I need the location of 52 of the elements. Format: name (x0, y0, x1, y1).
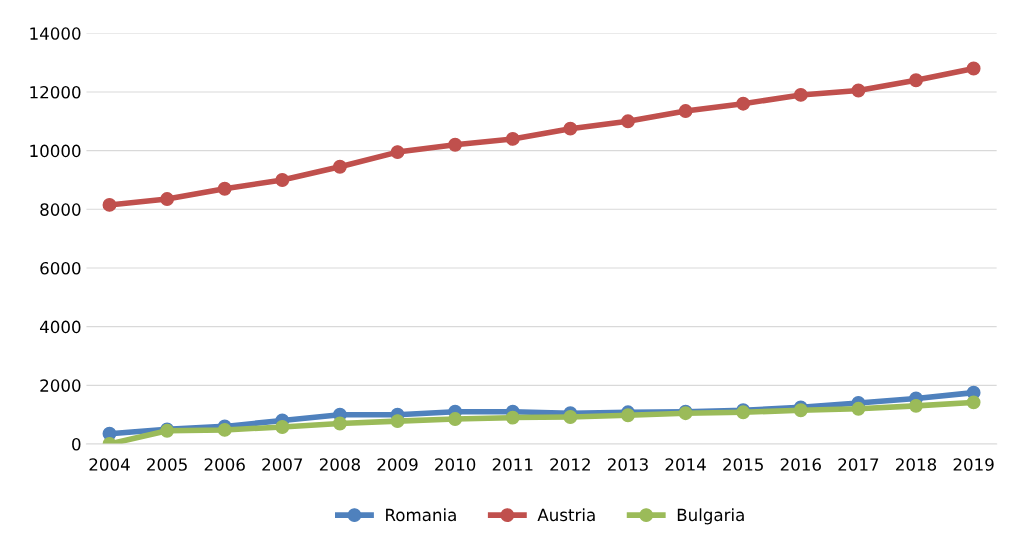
x-tick-label: 2013 (607, 458, 648, 471)
legend-label: Bulgaria (677, 508, 744, 525)
point (505, 131, 520, 146)
point (966, 395, 981, 410)
y-tick-label: 2000 (40, 379, 81, 392)
x-tick-label: 2008 (319, 458, 360, 471)
y-tick-label: 8000 (40, 203, 81, 216)
y-tick-label: 12000 (30, 85, 81, 99)
point (909, 73, 923, 88)
point (332, 416, 347, 431)
point (448, 412, 463, 427)
point (332, 159, 347, 174)
point (217, 181, 232, 196)
point (736, 96, 751, 111)
x-tick-label: 2007 (262, 458, 303, 471)
y-tick-label: 10000 (30, 144, 81, 158)
point (102, 197, 117, 212)
x-tick-label: 2010 (435, 458, 476, 471)
x-tick-label: 2015 (723, 458, 763, 471)
point (390, 145, 405, 160)
x-tick-label: 2018 (896, 458, 937, 471)
x-tick-label: 2016 (780, 458, 821, 471)
x-tick-label: 2009 (377, 458, 418, 471)
point (390, 414, 405, 429)
point (909, 398, 923, 413)
x-tick-label: 2019 (953, 458, 994, 471)
point (448, 137, 463, 152)
point (563, 410, 578, 424)
legend-label: Austria (537, 508, 595, 522)
legend-label: Romania (386, 508, 456, 522)
point (275, 420, 290, 434)
point (621, 114, 635, 129)
point (793, 87, 808, 102)
point (275, 173, 290, 187)
x-tick-label: 2011 (492, 458, 533, 471)
y-tick-label: 4000 (39, 320, 81, 334)
x-tick-label: 2012 (550, 458, 590, 471)
y-tick-label: 0 (72, 437, 81, 451)
x-tick-label: 2004 (89, 458, 130, 471)
point (966, 61, 981, 76)
point (678, 104, 693, 118)
point (563, 121, 578, 136)
x-tick-label: 2006 (204, 458, 245, 471)
x-tick-label: 2017 (838, 458, 879, 471)
point (505, 410, 520, 425)
y-tick-label: 6000 (40, 261, 81, 275)
x-tick-label: 2014 (665, 458, 706, 471)
point (160, 192, 175, 206)
y-tick-label: 14000 (30, 27, 81, 40)
point (851, 401, 866, 416)
point (851, 83, 866, 98)
x-tick-label: 2005 (147, 458, 187, 471)
